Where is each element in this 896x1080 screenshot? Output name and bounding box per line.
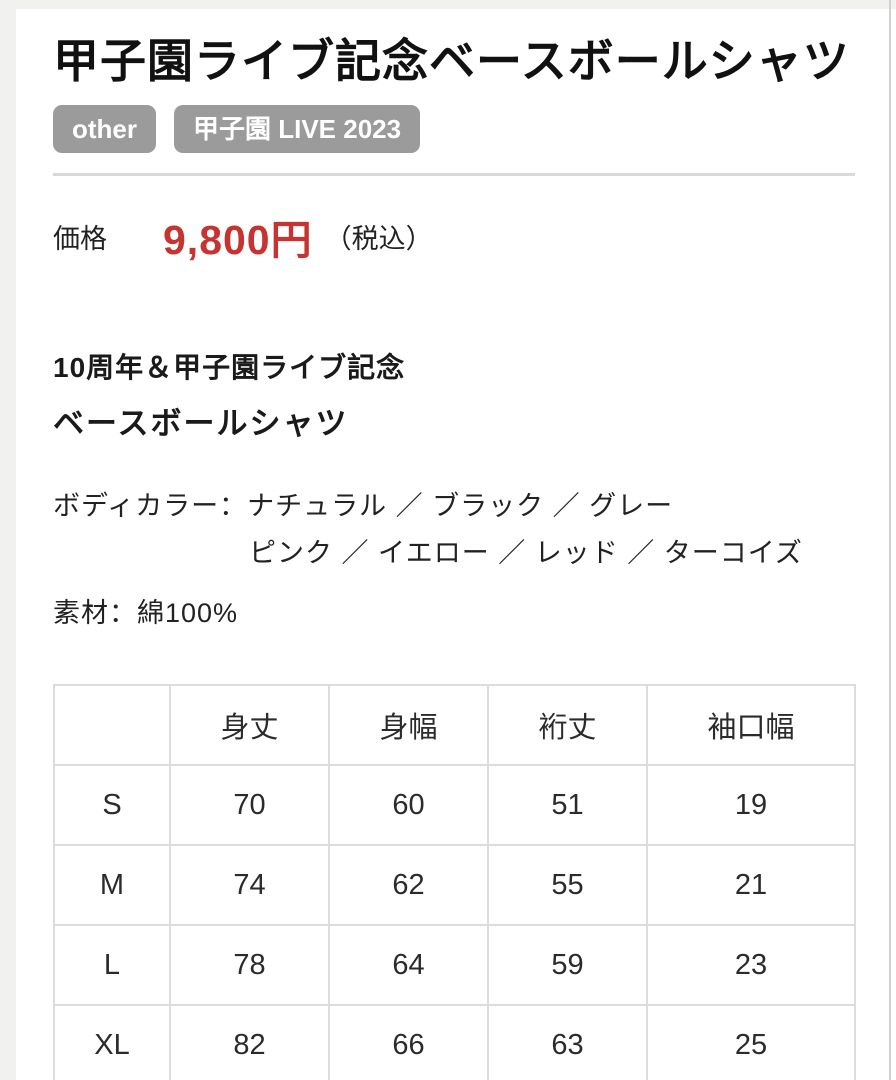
size-table-row-m: M 74 62 55 21 bbox=[53, 844, 856, 926]
size-table: 身丈 身幅 裄丈 袖口幅 S 70 60 51 19 M 74 62 55 21… bbox=[53, 684, 856, 1080]
size-table-row-l: L 78 64 59 23 bbox=[53, 924, 856, 1006]
size-value: 59 bbox=[487, 924, 648, 1006]
body-color-spec: ボディカラー：ナチュラル ／ ブラック ／ グレー ピンク ／ イエロー ／ レ… bbox=[53, 483, 855, 577]
size-label: S bbox=[53, 764, 171, 846]
size-label: M bbox=[53, 844, 171, 926]
page-edge-top bbox=[0, 0, 896, 9]
size-value: 63 bbox=[487, 1004, 648, 1080]
size-table-header-body-length: 身丈 bbox=[169, 684, 330, 766]
material-spec: 素材：綿100% bbox=[53, 598, 239, 628]
section-divider bbox=[53, 173, 855, 176]
product-title: 甲子園ライブ記念ベースボールシャツ bbox=[53, 35, 850, 87]
size-value: 60 bbox=[328, 764, 489, 846]
price-row: 価格 9,800円 （税込） bbox=[53, 206, 855, 266]
size-label: L bbox=[53, 924, 171, 1006]
size-value: 74 bbox=[169, 844, 330, 926]
size-value: 23 bbox=[646, 924, 856, 1006]
page-edge-right bbox=[889, 0, 891, 1080]
size-value: 62 bbox=[328, 844, 489, 926]
size-value: 21 bbox=[646, 844, 856, 926]
size-value: 64 bbox=[328, 924, 489, 1006]
page-edge-left bbox=[0, 0, 16, 1080]
size-table-header-empty bbox=[53, 684, 171, 766]
body-color-line-1: ボディカラー：ナチュラル ／ ブラック ／ グレー bbox=[53, 491, 674, 521]
tag-row: other 甲子園 LIVE 2023 bbox=[53, 105, 855, 153]
size-table-header-row: 身丈 身幅 裄丈 袖口幅 bbox=[53, 684, 856, 766]
description-line-2: ベースボールシャツ bbox=[53, 406, 349, 441]
body-color-line-2: ピンク ／ イエロー ／ レッド ／ ターコイズ bbox=[249, 538, 803, 568]
price-amount: 9,800円 bbox=[163, 217, 313, 263]
product-description: 10周年＆甲子園ライブ記念 ベースボールシャツ bbox=[53, 346, 855, 443]
size-table-row-xl: XL 82 66 63 25 bbox=[53, 1004, 856, 1080]
size-value: 51 bbox=[487, 764, 648, 846]
price-label: 価格 bbox=[53, 223, 107, 254]
size-table-header-sleeve-length: 裄丈 bbox=[487, 684, 648, 766]
size-table-row-s: S 70 60 51 19 bbox=[53, 764, 856, 846]
size-value: 55 bbox=[487, 844, 648, 926]
size-value: 66 bbox=[328, 1004, 489, 1080]
size-label: XL bbox=[53, 1004, 171, 1080]
size-table-header-cuff-width: 袖口幅 bbox=[646, 684, 856, 766]
size-table-header-body-width: 身幅 bbox=[328, 684, 489, 766]
size-value: 82 bbox=[169, 1004, 330, 1080]
size-value: 78 bbox=[169, 924, 330, 1006]
size-value: 19 bbox=[646, 764, 856, 846]
price-tax-note: （税込） bbox=[324, 223, 433, 254]
description-line-1: 10周年＆甲子園ライブ記念 bbox=[53, 352, 406, 383]
category-tag-other[interactable]: other bbox=[53, 105, 156, 153]
size-value: 70 bbox=[169, 764, 330, 846]
category-tag-koshien-live-2023[interactable]: 甲子園 LIVE 2023 bbox=[174, 105, 421, 153]
size-value: 25 bbox=[646, 1004, 856, 1080]
product-content: 甲子園ライブ記念ベースボールシャツ other 甲子園 LIVE 2023 価格… bbox=[53, 9, 856, 1080]
